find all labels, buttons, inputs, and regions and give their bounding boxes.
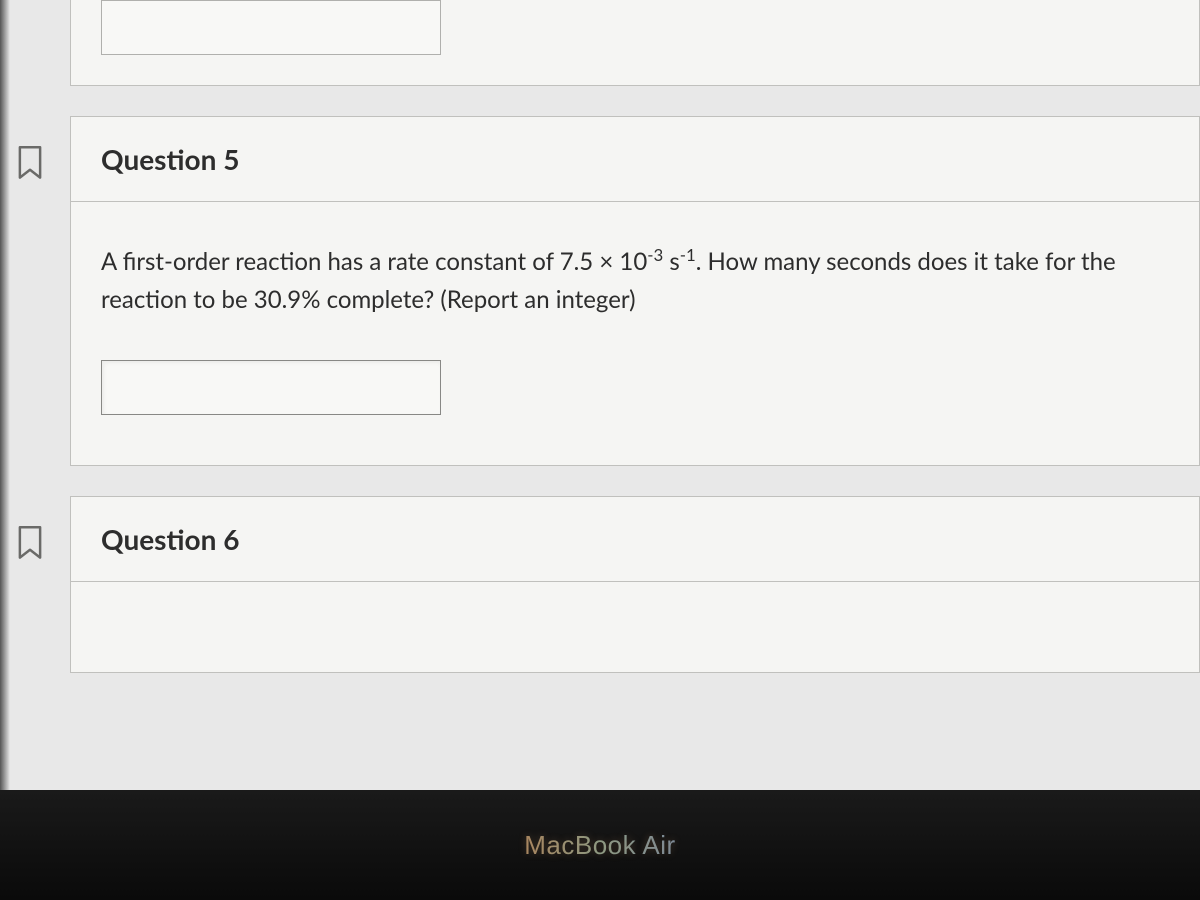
question-title: Question 5 — [101, 142, 239, 176]
device-bezel: MacBook Air — [0, 790, 1200, 900]
bookmark-outline-icon — [16, 145, 44, 181]
device-label: MacBook Air — [524, 830, 675, 861]
question-body: A first-order reaction has a rate consta… — [71, 202, 1199, 465]
question-text-part-2: s — [663, 247, 680, 276]
bookmark-icon[interactable] — [16, 525, 44, 561]
question-title: Question 6 — [101, 522, 239, 556]
question-text-part-1: A first-order reaction has a rate consta… — [101, 247, 647, 276]
question-card-6: Question 6 — [70, 496, 1200, 673]
question-card-previous — [70, 0, 1200, 86]
screen-area: Question 5 A first-order reaction has a … — [0, 0, 1200, 790]
screen-left-edge — [0, 0, 10, 790]
question-header: Question 6 — [71, 497, 1199, 582]
question-header: Question 5 — [71, 117, 1199, 202]
previous-answer-input-box[interactable] — [101, 0, 441, 55]
question-text-sup-1: -3 — [647, 244, 663, 265]
bookmark-icon[interactable] — [16, 145, 44, 181]
question-text: A first-order reaction has a rate consta… — [101, 242, 1169, 320]
question-text-sup-2: -1 — [680, 244, 696, 265]
bookmark-outline-icon — [16, 525, 44, 561]
question-body — [71, 582, 1199, 672]
question-card-5: Question 5 A first-order reaction has a … — [70, 116, 1200, 466]
answer-input[interactable] — [101, 360, 441, 415]
quiz-page-container: Question 5 A first-order reaction has a … — [0, 0, 1200, 673]
